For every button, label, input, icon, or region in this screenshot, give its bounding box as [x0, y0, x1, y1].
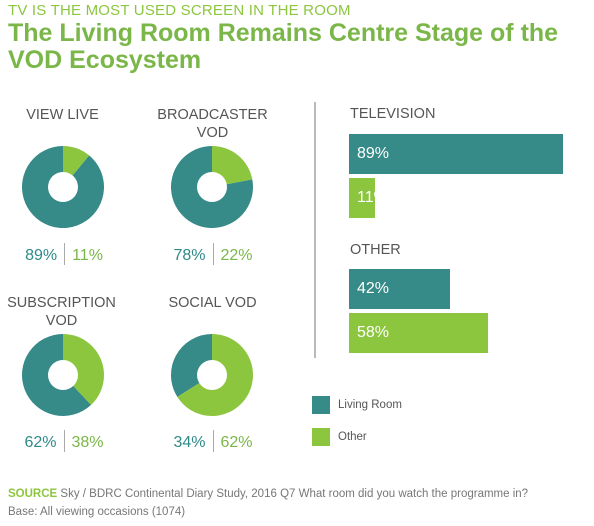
legend-swatch-living-room	[312, 396, 330, 414]
vertical-divider	[314, 102, 316, 358]
value-other: 62%	[220, 434, 253, 451]
donut-chart-broadcaster-vod	[171, 146, 253, 228]
donut-values-social-vod: 34% 62%	[163, 430, 263, 452]
source-line: SOURCE Sky / BDRC Continental Diary Stud…	[8, 488, 528, 500]
donut-title-broadcaster-vod: BROADCASTER VOD	[157, 107, 268, 141]
donut-chart-view-live	[21, 146, 105, 228]
bar-television-living-room: 89%	[349, 134, 563, 174]
donut-title-subscription-vod: SUBSCRIPTION VOD	[7, 295, 116, 329]
bar-group-label-television: TELEVISION	[350, 106, 436, 122]
bar-television-other: 11%	[349, 178, 388, 218]
donut-slice-other	[63, 334, 104, 405]
value-living-room: 62%	[24, 434, 57, 451]
value-living-room: 89%	[25, 247, 58, 264]
bar-group-label-other: OTHER	[350, 242, 401, 258]
donut-hole	[197, 172, 227, 202]
value-other: 11%	[72, 247, 103, 264]
bar-label: 42%	[357, 280, 390, 297]
kicker-text: TV IS THE MOST USED SCREEN IN THE ROOM	[8, 2, 351, 19]
donut-values-broadcaster-vod: 78% 22%	[163, 243, 263, 265]
bar-label: 58%	[357, 324, 390, 341]
bar-other-other: 58%	[349, 313, 489, 353]
page-title: The Living Room Remains Centre Stage of …	[8, 19, 559, 74]
value-living-room: 78%	[173, 247, 206, 264]
legend-label-other: Other	[338, 431, 367, 443]
source-label: SOURCE	[8, 488, 58, 500]
donut-values-subscription-vod: 62% 38%	[14, 430, 114, 452]
donut-hole	[197, 360, 227, 390]
value-other: 22%	[220, 247, 253, 264]
base-line: Base: All viewing occasions (1074)	[8, 506, 186, 518]
bar-label: 89%	[357, 145, 390, 162]
legend-label-living-room: Living Room	[338, 399, 402, 411]
donut-hole	[48, 360, 78, 390]
value-living-room: 34%	[173, 434, 206, 451]
donut-title-view-live: VIEW LIVE	[26, 107, 99, 123]
bar-label: 11%	[357, 189, 388, 206]
bar-other-living-room: 42%	[349, 269, 450, 309]
donut-title-social-vod: SOCIAL VOD	[168, 295, 257, 311]
value-other: 38%	[71, 434, 104, 451]
donut-chart-social-vod	[171, 334, 253, 416]
source-text: Sky / BDRC Continental Diary Study, 2016…	[60, 488, 529, 500]
legend-swatch-other	[312, 428, 330, 446]
donut-chart-subscription-vod	[21, 334, 104, 416]
donut-hole	[48, 172, 78, 202]
donut-values-view-live: 89% 11%	[14, 243, 114, 265]
